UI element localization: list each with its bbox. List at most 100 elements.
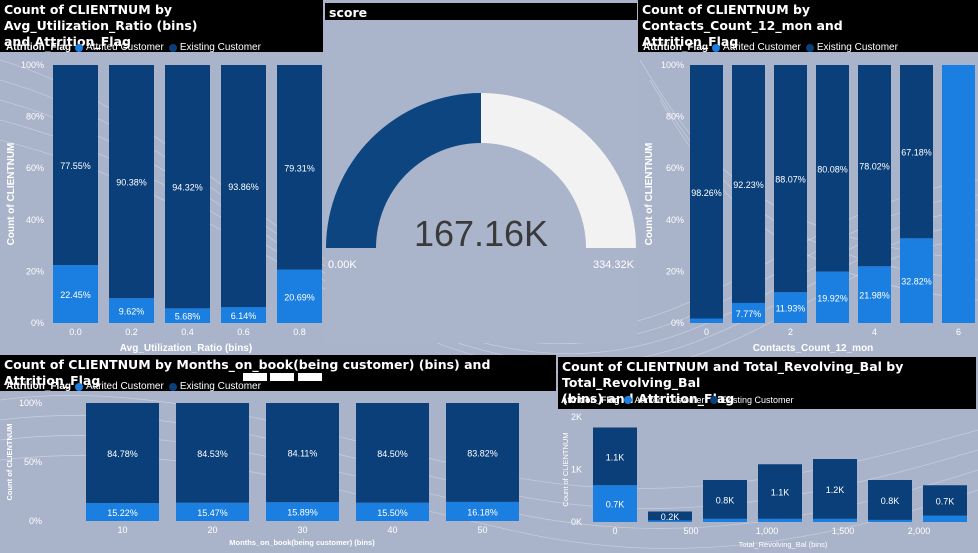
- legend-item-attrited[interactable]: Attrited Customer: [75, 381, 164, 392]
- data-label: 67.18%: [901, 148, 932, 158]
- data-label: 84.11%: [288, 449, 318, 459]
- bar-attrited: [900, 238, 933, 323]
- bar-existing: [277, 65, 322, 270]
- data-label: 84.53%: [197, 449, 228, 459]
- data-label: 0.7K: [606, 500, 625, 510]
- y-tick-label: 60%: [666, 163, 684, 173]
- legend-item-existing[interactable]: Existing Customer: [168, 381, 261, 392]
- x-axis-title: Months_on_book(being customer) (bins): [229, 538, 375, 547]
- data-label: 11.93%: [776, 304, 806, 314]
- legend: Attrition_Flag Attrited Customer Existin…: [561, 395, 799, 405]
- bar-attrited: [446, 501, 519, 521]
- bar-attrited: [690, 318, 723, 323]
- legend-dot-icon: [712, 43, 720, 52]
- legend-title: Attrition_Flag: [6, 42, 71, 53]
- y-tick-label: 80%: [26, 112, 44, 122]
- bar-chart: 100% 80% 60% 40% 20% 0% Count of CLIENTNUM 98.2…: [644, 60, 975, 354]
- hover-toolbar-button[interactable]: [298, 373, 322, 381]
- data-label: 9.62%: [119, 307, 145, 317]
- gauge-panel[interactable]: score 167.16K 0.00K 334.32K: [325, 3, 637, 343]
- legend-item-existing[interactable]: Existing Customer: [168, 42, 261, 53]
- bar-attrited: [813, 518, 857, 522]
- legend: Attrition_Flag Attrited Customer Existin…: [643, 42, 903, 53]
- data-label: 0.8K: [881, 496, 900, 506]
- data-label: 0.2K: [661, 512, 680, 522]
- x-tick-label: 10: [117, 525, 127, 535]
- x-tick-label: 20: [207, 525, 217, 535]
- gauge-fill-arc: [326, 93, 481, 248]
- legend-label: Existing Customer: [816, 42, 898, 53]
- legend-item-attrited[interactable]: Attrited Customer: [75, 42, 164, 53]
- x-tick-label: 30: [297, 525, 307, 535]
- data-label: 92.23%: [733, 180, 764, 190]
- title-line: Count of CLIENTNUM by Avg_Utilization_Ra…: [4, 2, 198, 33]
- y-tick-label: 20%: [26, 266, 44, 276]
- hover-toolbar-button[interactable]: [270, 373, 294, 381]
- bar-attrited: [277, 269, 322, 323]
- bar-attrited: [942, 65, 975, 323]
- bar-attrited: [648, 520, 692, 522]
- bar-attrited: [593, 485, 637, 522]
- y-tick-label: 50%: [24, 457, 42, 467]
- y-axis-title: Count of CLIENTNUM: [5, 423, 14, 500]
- y-tick-label: 0%: [671, 318, 684, 328]
- bar-attrited: [774, 292, 807, 323]
- bar-attrited: [732, 302, 765, 323]
- data-label: 15.50%: [377, 508, 408, 518]
- title-line: Count of CLIENTNUM and Total_Revolving_B…: [562, 359, 904, 390]
- x-tick-label: 500: [683, 526, 698, 536]
- bar-existing: [703, 480, 747, 519]
- bar-existing: [774, 65, 807, 293]
- chart-panel-utilization[interactable]: Count of CLIENTNUM by Avg_Utilization_Ra…: [0, 0, 325, 355]
- bar-existing: [923, 485, 967, 516]
- x-tick-label: 4: [872, 327, 877, 337]
- legend-item-attrited[interactable]: Attrited Customer: [623, 395, 705, 405]
- bar-existing: [221, 65, 266, 308]
- data-label: 15.22%: [107, 508, 138, 518]
- data-label: 84.50%: [377, 449, 408, 459]
- data-label: 21.98%: [859, 291, 890, 301]
- legend-dot-icon: [805, 43, 814, 52]
- y-tick-label: 0%: [29, 516, 42, 526]
- y-tick-label: 80%: [666, 112, 684, 122]
- legend-label: Existing Customer: [720, 395, 794, 405]
- data-label: 22.45%: [60, 290, 91, 300]
- data-label: 79.31%: [284, 163, 315, 173]
- bar-existing: [593, 427, 637, 486]
- bar-attrited: [703, 518, 747, 522]
- bar-existing: [86, 403, 159, 504]
- data-label: 16.18%: [467, 507, 498, 517]
- data-label: 7.77%: [736, 309, 762, 319]
- bar-existing: [868, 480, 912, 520]
- y-tick-label: 0K: [571, 517, 582, 527]
- chart-panel-months[interactable]: Count of CLIENTNUM by Months_on_book(bei…: [0, 355, 556, 553]
- y-axis-title: Count of CLIENTNUM: [6, 143, 17, 246]
- bar-attrited: [176, 502, 249, 521]
- bar-existing: [813, 459, 857, 519]
- bar-existing: [109, 65, 154, 299]
- bar-existing: [648, 511, 692, 521]
- data-label: 88.07%: [775, 175, 806, 185]
- legend-item-existing[interactable]: Existing Customer: [805, 42, 898, 53]
- y-tick-label: 40%: [666, 215, 684, 225]
- legend: Attrition_Flag Attrited Customer Existin…: [6, 42, 266, 53]
- x-axis-title: Contacts_Count_12_mon: [753, 343, 874, 354]
- legend-dot-icon: [75, 382, 83, 391]
- bar-existing: [858, 65, 891, 267]
- data-label: 90.38%: [116, 178, 147, 188]
- title-line: Count of CLIENTNUM by Contacts_Count_12_…: [642, 2, 843, 33]
- gauge-value: 167.16K: [414, 213, 548, 254]
- legend-item-existing[interactable]: Existing Customer: [709, 395, 794, 405]
- data-label: 1.2K: [826, 485, 845, 495]
- legend-dot-icon: [168, 382, 177, 391]
- hover-toolbar-button[interactable]: [243, 373, 267, 381]
- y-tick-label: 2K: [571, 412, 582, 422]
- x-tick-label: 0.6: [237, 327, 250, 337]
- x-tick-label: 0: [704, 327, 709, 337]
- bar-attrited: [868, 519, 912, 522]
- chart-panel-revolving[interactable]: Count of CLIENTNUM and Total_Revolving_B…: [558, 357, 978, 553]
- chart-panel-contacts[interactable]: Count of CLIENTNUM by Contacts_Count_12_…: [638, 0, 978, 355]
- legend-item-attrited[interactable]: Attrited Customer: [712, 42, 801, 53]
- data-label: 80.08%: [817, 164, 848, 174]
- y-tick-label: 60%: [26, 163, 44, 173]
